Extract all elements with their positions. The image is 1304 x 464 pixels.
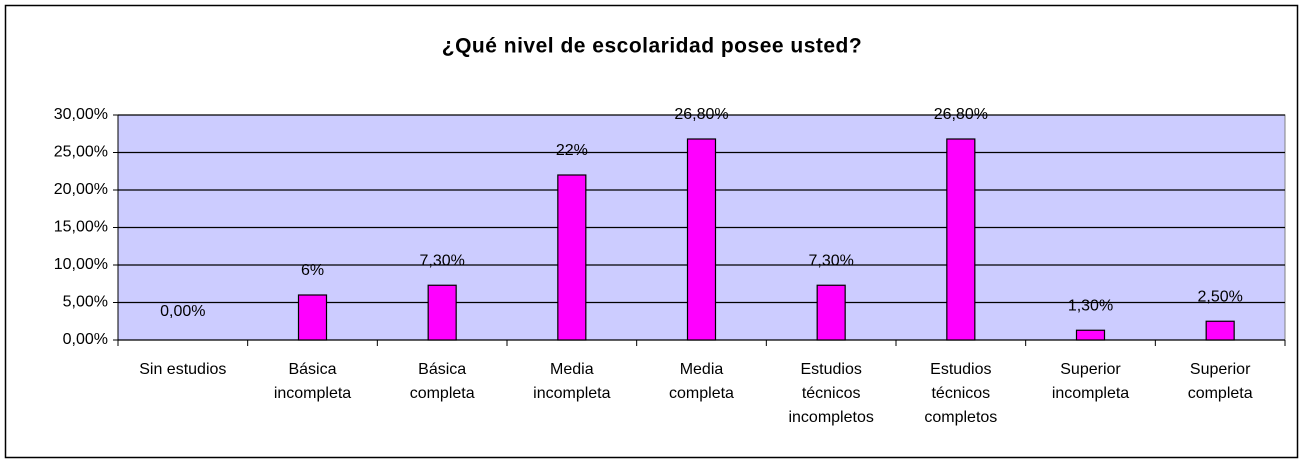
x-tick-label: Superior completa <box>1188 361 1253 402</box>
x-tick-label: Básica incompleta <box>274 361 351 402</box>
value-label: 6% <box>301 262 324 279</box>
bar <box>297 294 328 341</box>
value-label: 0,00% <box>160 303 205 320</box>
y-tick-label: 20,00% <box>54 181 108 198</box>
x-tick-label: Sin estudios <box>139 361 226 378</box>
bar <box>946 138 976 341</box>
y-tick-label: 15,00% <box>54 219 108 236</box>
value-label: 7,30% <box>808 252 853 269</box>
value-label: 1,30% <box>1068 297 1113 314</box>
x-tick-label: Media completa <box>669 361 734 402</box>
y-tick-label: 10,00% <box>54 256 108 273</box>
y-tick-label: 30,00% <box>54 106 108 123</box>
x-tick-label: Básica completa <box>410 361 475 402</box>
value-label: 26,80% <box>674 106 728 123</box>
bar <box>1205 320 1235 341</box>
x-tick-label: Estudios técnicos completos <box>924 361 997 426</box>
bar <box>686 138 717 341</box>
bar <box>557 174 587 341</box>
y-tick-label: 5,00% <box>63 294 108 311</box>
x-tick-label: Estudios técnicos incompletos <box>788 361 873 426</box>
bar <box>427 284 457 341</box>
bar <box>816 284 846 341</box>
value-label: 7,30% <box>419 252 464 269</box>
y-tick-label: 25,00% <box>54 144 108 161</box>
y-tick-label: 0,00% <box>63 331 108 348</box>
bar <box>1075 329 1106 341</box>
value-label: 2,50% <box>1197 288 1242 305</box>
x-tick-label: Media incompleta <box>533 361 610 402</box>
value-label: 26,80% <box>934 106 988 123</box>
value-label: 22% <box>556 142 588 159</box>
chart-title: ¿Qué nivel de escolaridad posee usted? <box>442 35 862 58</box>
x-tick-label: Superior incompleta <box>1052 361 1129 402</box>
